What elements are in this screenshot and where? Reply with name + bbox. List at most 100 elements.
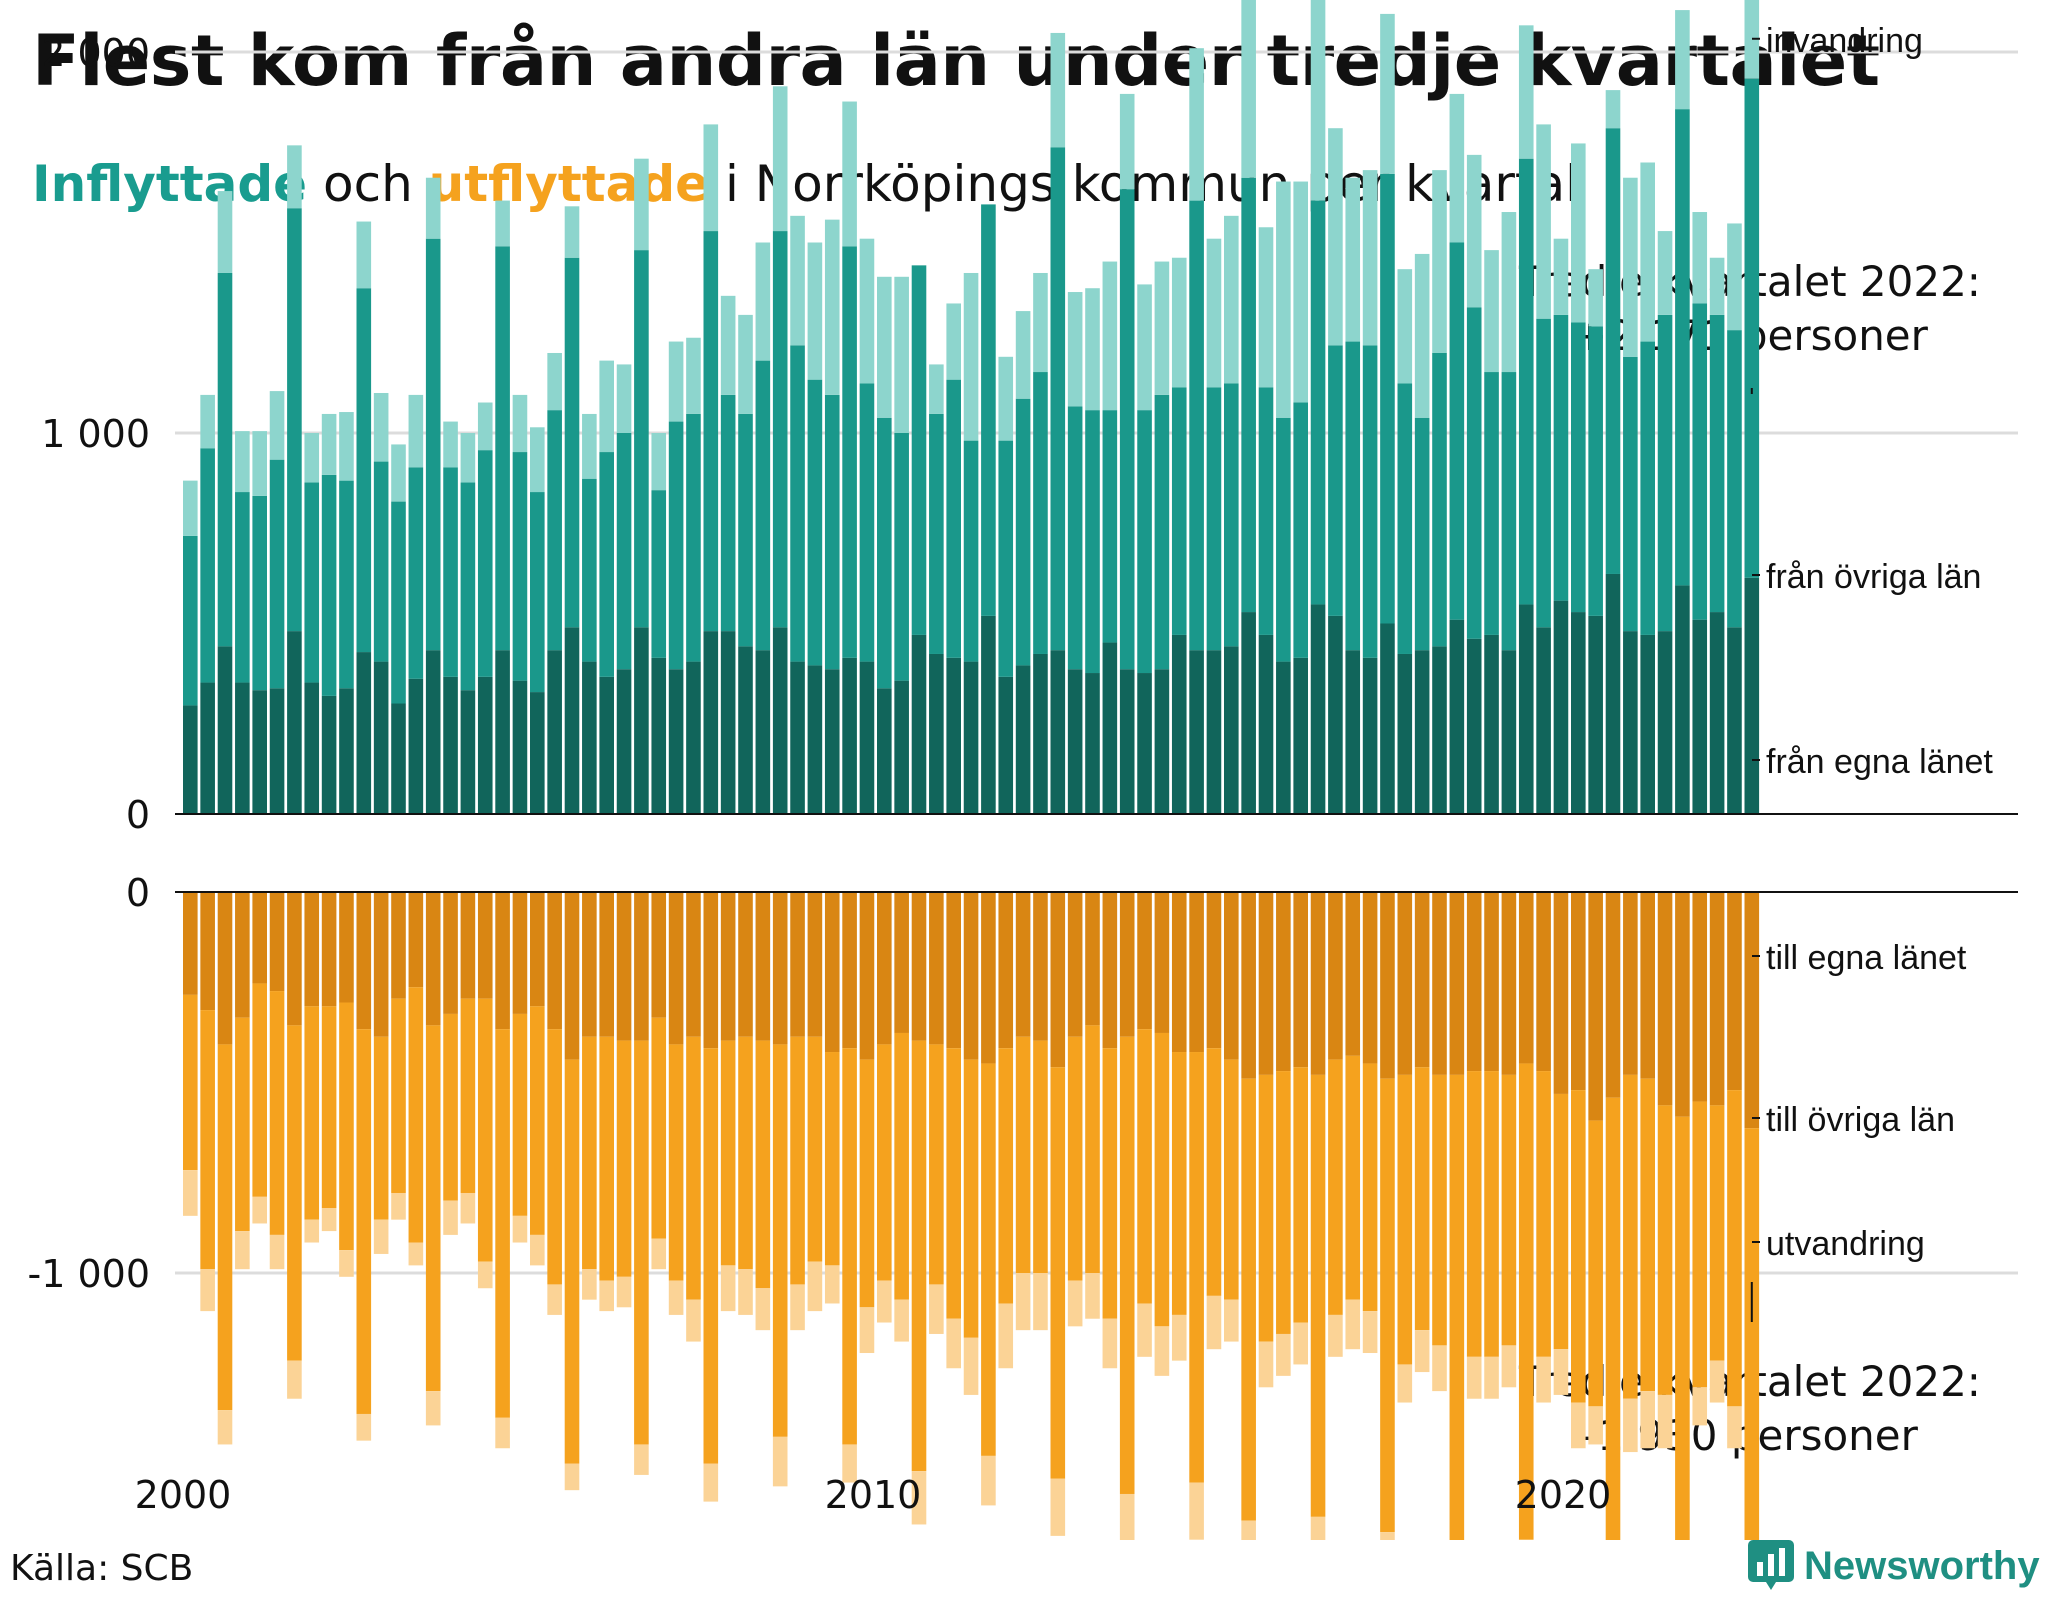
bar-in-segment — [1553, 238, 1569, 315]
bar-out-segment — [686, 1299, 701, 1342]
bar-out-segment — [1137, 892, 1152, 1030]
bar-in-segment — [269, 459, 285, 689]
bar-in-segment — [772, 86, 788, 232]
bar-out-segment — [495, 1029, 510, 1418]
bar-out-segment — [460, 892, 476, 999]
bar-in-segment — [1345, 650, 1361, 814]
bar-out-segment — [1362, 1063, 1378, 1312]
bar-in-segment — [1345, 177, 1361, 342]
bar-out-segment — [1258, 1074, 1274, 1342]
bar-in-segment — [1137, 410, 1152, 674]
bar-in-segment — [790, 215, 805, 346]
bar-in-segment — [287, 208, 302, 632]
bar-in-segment — [564, 627, 580, 814]
bar-out-segment — [1154, 892, 1170, 1033]
bar-out-segment — [287, 892, 302, 1026]
bar-out-segment — [963, 1337, 979, 1395]
bar-in-segment — [200, 448, 215, 683]
bar-out-segment — [1119, 1493, 1135, 1540]
bar-in-segment — [1067, 292, 1083, 407]
bar-in-segment — [668, 669, 684, 814]
bar-out-segment — [547, 1029, 562, 1285]
bar-out-segment — [616, 1040, 632, 1277]
bar-in-segment — [356, 288, 372, 653]
bar-out-segment — [564, 1463, 580, 1491]
bar-in-segment — [1154, 261, 1170, 395]
bar-in-segment — [1189, 48, 1204, 201]
bar-out-segment — [1328, 1314, 1343, 1357]
bar-in-segment — [981, 204, 996, 616]
bar-in-segment — [1224, 215, 1239, 384]
bar-in-segment — [1518, 604, 1534, 814]
bar-in-segment — [460, 433, 476, 483]
bar-in-segment — [564, 206, 580, 258]
subtitle-utflyttade: utflyttade — [428, 155, 710, 213]
bar-in-segment — [1380, 173, 1395, 624]
bar-out-segment — [530, 892, 545, 1007]
bar-in-segment — [1518, 158, 1534, 605]
bar-out-segment — [530, 1234, 545, 1266]
bar-out-segment — [252, 983, 267, 1197]
bar-out-segment — [738, 892, 753, 1037]
bar-in-segment — [1015, 311, 1031, 399]
bar-in-segment — [877, 276, 892, 418]
bar-in-segment — [408, 467, 424, 679]
bar-in-segment — [790, 345, 805, 662]
bar-out-segment — [1657, 1105, 1673, 1395]
bar-out-segment — [1414, 892, 1430, 1068]
x-tick-label: 2000 — [135, 1473, 232, 1517]
source-text: Källa: SCB — [10, 1548, 194, 1589]
bar-in-segment — [1293, 402, 1308, 658]
bar-in-segment — [1206, 238, 1222, 388]
bar-in-segment — [321, 413, 337, 475]
bar-in-segment — [217, 272, 233, 647]
bar-in-segment — [720, 631, 736, 814]
bar-in-segment — [824, 219, 840, 395]
bar-in-segment — [252, 495, 267, 691]
bar-in-segment — [217, 646, 233, 814]
bar-in-segment — [1276, 417, 1291, 662]
bar-out-segment — [1623, 1398, 1638, 1453]
bar-in-segment — [599, 676, 614, 814]
bar-in-segment — [651, 433, 667, 491]
bar-out-segment — [1692, 892, 1708, 1102]
bar-out-segment — [1345, 1055, 1361, 1300]
bar-out-segment — [1605, 1097, 1621, 1540]
bar-in-segment — [1102, 261, 1118, 411]
bar-in-segment — [1380, 623, 1395, 814]
bar-in-segment — [807, 379, 823, 666]
bar-out-segment — [321, 1208, 337, 1232]
bar-out-segment — [981, 892, 996, 1064]
bar-in-segment — [1171, 257, 1187, 388]
bar-out-segment — [720, 892, 736, 1041]
bar-out-segment — [304, 1006, 320, 1220]
bar-in-segment — [616, 364, 632, 433]
bar-in-segment — [1675, 109, 1690, 586]
bar-out-segment — [495, 892, 510, 1030]
bar-in-segment — [1154, 669, 1170, 814]
bar-in-segment — [738, 646, 753, 814]
bar-out-segment — [807, 1261, 823, 1312]
bar-in-segment — [1137, 284, 1152, 411]
bar-in-segment — [1189, 200, 1204, 651]
bar-out-segment — [1310, 1516, 1326, 1540]
bar-in-segment — [755, 242, 771, 361]
bar-out-segment — [460, 998, 476, 1193]
bar-in-segment — [772, 231, 788, 628]
bar-out-segment — [183, 892, 198, 995]
bar-in-segment — [1258, 387, 1274, 635]
bar-out-segment — [1588, 1406, 1603, 1445]
bar-in-segment — [1536, 627, 1551, 814]
bar-out-segment — [720, 1265, 736, 1312]
y-tick-label-in: 2 000 — [41, 31, 150, 75]
subtitle-inflyttade: Inflyttade — [32, 155, 308, 213]
bar-out-segment — [842, 1444, 857, 1483]
bar-in-segment — [339, 480, 354, 689]
bar-in-segment — [1536, 124, 1551, 319]
bar-out-segment — [217, 1410, 233, 1445]
bar-in-segment — [842, 657, 857, 814]
bar-out-segment — [1293, 1067, 1308, 1323]
bar-in-segment — [1623, 356, 1638, 632]
bar-in-segment — [1449, 242, 1465, 620]
